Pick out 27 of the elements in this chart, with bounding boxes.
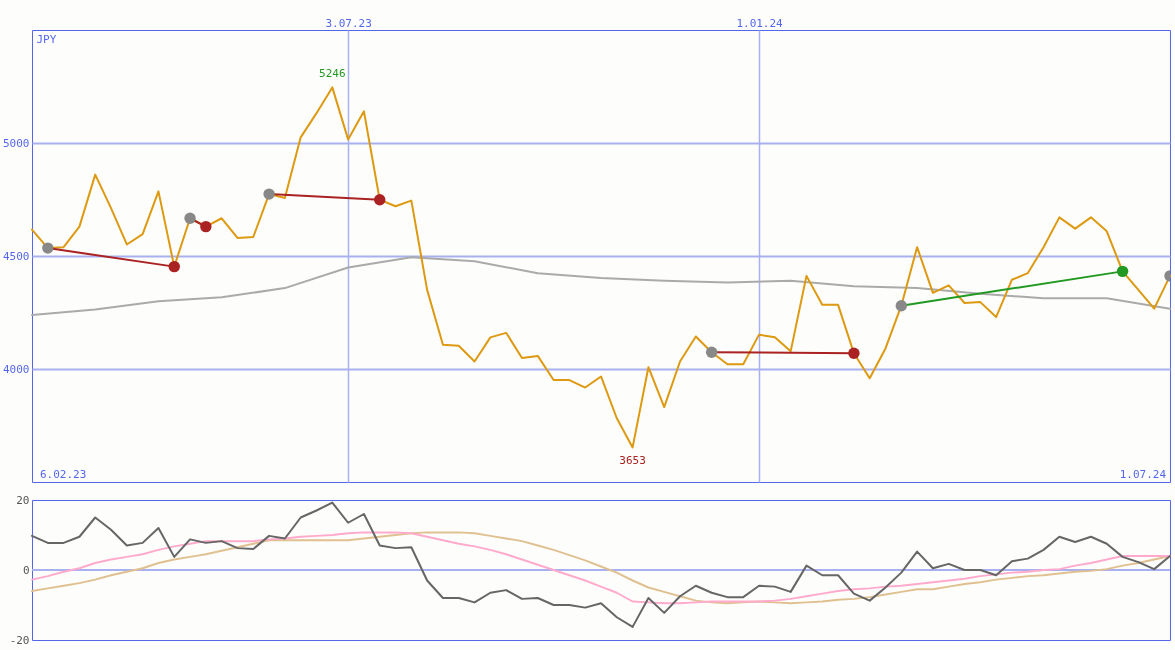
line-series bbox=[31, 256, 1171, 316]
x-tick-label: 3.07.23 bbox=[325, 16, 372, 30]
point bbox=[168, 260, 180, 273]
point bbox=[184, 212, 196, 224]
point bbox=[705, 346, 718, 358]
line-series bbox=[31, 501, 1171, 628]
point bbox=[374, 194, 386, 206]
x-tick-label: 1.01.24 bbox=[736, 16, 784, 30]
annotation: 1.07.24 bbox=[1119, 468, 1167, 481]
y-tick-label: 20 bbox=[16, 493, 30, 507]
line-series bbox=[31, 86, 1171, 449]
line-series bbox=[31, 531, 1171, 605]
point bbox=[263, 188, 275, 200]
y-axis-title: JPY bbox=[36, 32, 57, 46]
y-tick-label: -20 bbox=[9, 633, 30, 647]
point bbox=[42, 242, 54, 254]
point bbox=[1116, 265, 1129, 278]
point bbox=[200, 220, 212, 233]
y-tick-label: 0 bbox=[22, 563, 30, 577]
annotation: 3653 bbox=[619, 454, 646, 468]
point bbox=[848, 347, 860, 359]
y-tick-label: 5000 bbox=[3, 136, 30, 150]
annotation: 6.02.23 bbox=[40, 468, 87, 481]
point bbox=[895, 300, 908, 312]
y-tick-label: 4000 bbox=[3, 362, 30, 376]
y-tick-label: 4500 bbox=[3, 249, 30, 263]
annotation: 5246 bbox=[319, 67, 346, 81]
